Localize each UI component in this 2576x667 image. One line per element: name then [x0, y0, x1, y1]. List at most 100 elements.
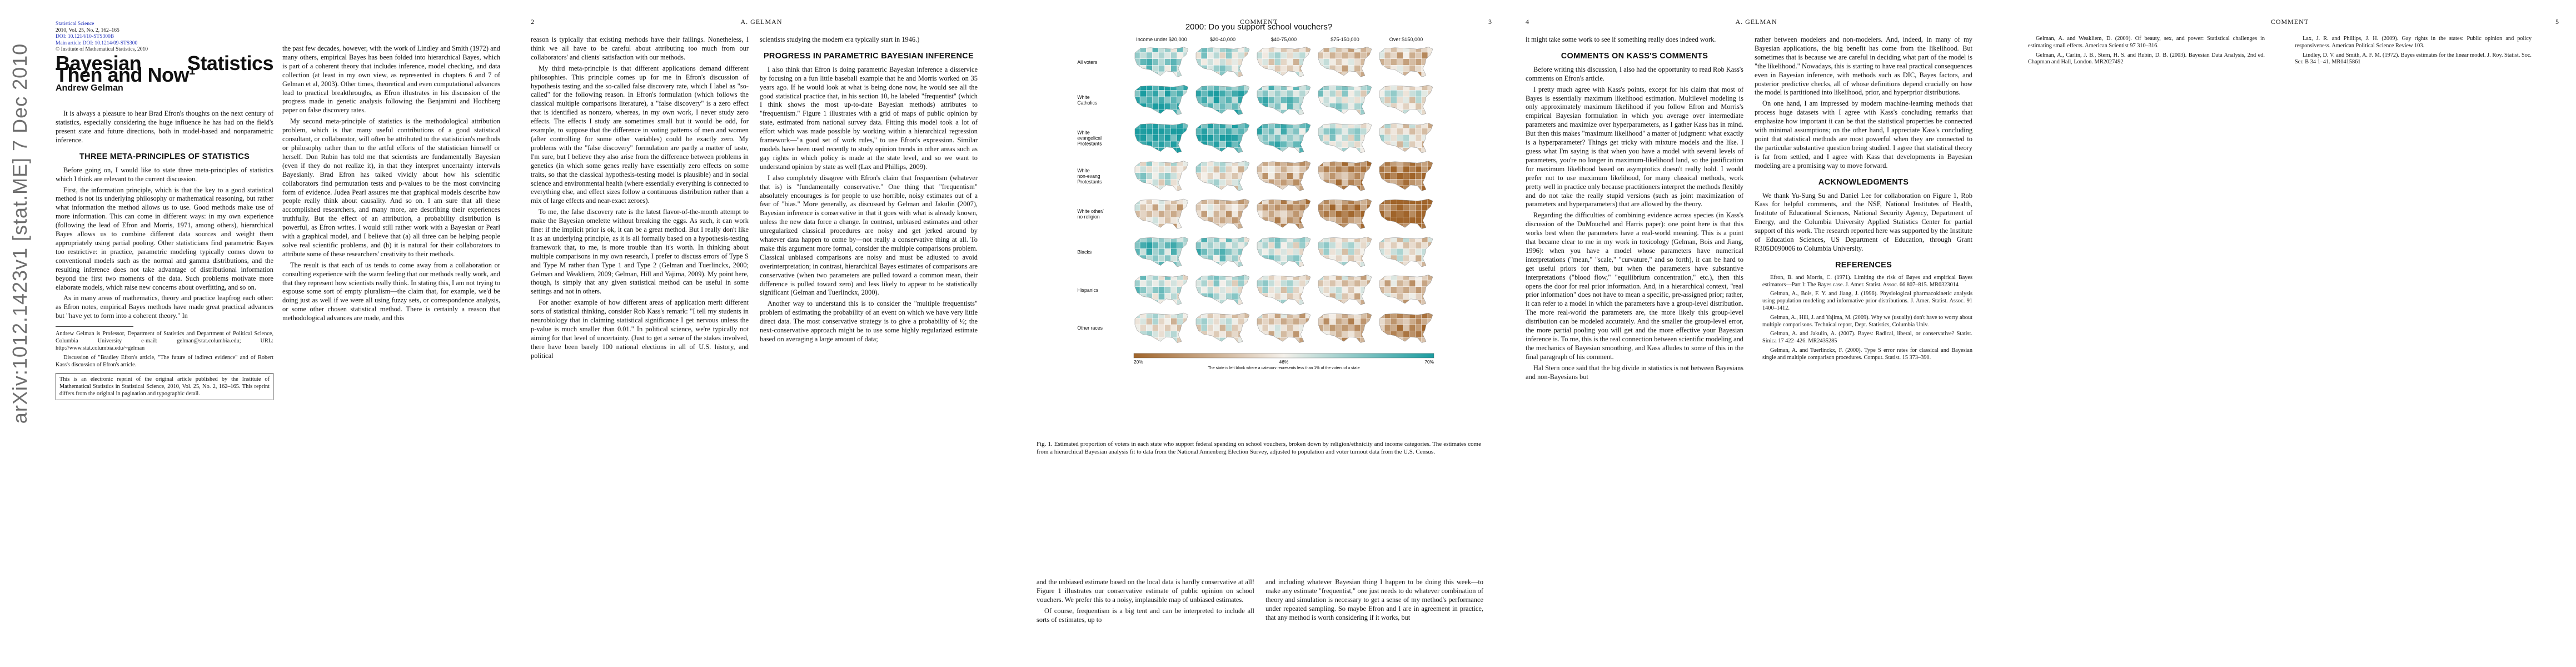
state-map [1257, 123, 1311, 153]
section-heading: ACKNOWLEDGMENTS [1818, 177, 1909, 187]
page-2-left-column: reason is typically that existing method… [531, 36, 749, 363]
state-map [1379, 275, 1433, 305]
state-map [1318, 275, 1372, 305]
state-map [1195, 161, 1250, 191]
state-map [1195, 123, 1250, 153]
state-map [1318, 312, 1372, 343]
section-heading: THREE META-PRINCIPLES OF STATISTICS [79, 152, 250, 161]
row-label: Catholics [1077, 100, 1098, 106]
paragraph: Of course, frequentism is a big tent and… [1037, 606, 1254, 624]
state-map [1318, 84, 1372, 115]
state-map [1134, 84, 1189, 115]
page-1-left-column: Statistical Science 2010, Vol. 25, No. 2… [56, 18, 274, 401]
paragraph: It is always a pleasure to hear Brad Efr… [56, 109, 273, 144]
state-map [1379, 84, 1433, 115]
discussion-footnote: Discussion of "Bradley Efron's article, … [56, 355, 273, 369]
paragraph: For another example of how different are… [531, 298, 749, 360]
state-map [1379, 161, 1433, 191]
state-map [1257, 84, 1311, 115]
paragraph: I pretty much agree with Kass's points, … [1526, 85, 1743, 208]
paragraph: Before writing this discussion, I also h… [1526, 65, 1743, 82]
paragraph: First, the information principle, which … [56, 186, 273, 291]
reference-item: Gelman, A., Carlin, J. B., Stern, H. S. … [2028, 52, 2265, 66]
state-map [1318, 123, 1372, 153]
reference-item: Gelman, A. and Jakulin, A. (2007). Bayes… [1762, 331, 1972, 345]
footnote-rule [56, 326, 133, 327]
paragraph: Another way to understand this is to con… [760, 300, 978, 343]
page-2-right-column: scientists studying the modern era typic… [760, 36, 978, 346]
page-number: 2 [531, 18, 535, 26]
state-map [1195, 84, 1250, 115]
legend-note: The state is left blank where a category… [1208, 366, 1359, 369]
row-label: White [1077, 130, 1090, 136]
paper-title: Bayesian Statistics Then and Now1 [56, 51, 274, 87]
legend-tick: 70% [1424, 359, 1434, 365]
reference-item: Gelman, A. and Tuerlinckx, F. (2000). Ty… [1762, 347, 1972, 361]
meta-line[interactable]: Statistical Science [56, 21, 94, 27]
arxiv-stamp: arXiv:1012.1423v1 [stat.ME] 7 Dec 2010 [8, 43, 31, 424]
state-map [1257, 47, 1311, 77]
paragraph: and including whatever Bayesian thing I … [1265, 578, 1483, 621]
state-map [1257, 161, 1311, 191]
state-map [1379, 198, 1433, 229]
paragraph: it might take some work to see if someth… [1526, 36, 1716, 43]
paragraph: rather between modelers and non-modelers… [1755, 36, 1972, 97]
paragraph: the past few decades, however, with the … [282, 44, 500, 115]
state-map [1134, 237, 1189, 267]
state-map [1318, 237, 1372, 267]
paragraph: My second meta-principle of statistics i… [282, 117, 500, 258]
page-4: 4 A. GELMAN it might take some work to s… [1514, 0, 1998, 667]
state-map [1318, 198, 1372, 229]
state-map [1195, 237, 1250, 267]
reference-item: Gelman, A., Hill, J. and Yajima, M. (200… [1762, 314, 1972, 328]
state-map [1257, 198, 1311, 229]
page-1: Statistical Science 2010, Vol. 25, No. 2… [39, 0, 511, 667]
state-map [1134, 161, 1189, 191]
meta-line: © Institute of Mathematical Statistics, … [56, 47, 148, 52]
paragraph: To me, the false discovery rate is the l… [531, 208, 749, 296]
section-heading: PROGRESS IN PARAMETRIC BAYESIAN INFERENC… [763, 51, 974, 61]
page-number: 5 [2555, 18, 2559, 26]
reference-item: Lax, J. R. and Phillips, J. H. (2009). G… [2295, 36, 2532, 49]
state-map [1257, 275, 1311, 305]
state-map [1195, 47, 1250, 77]
state-map [1257, 312, 1311, 343]
page-number: 4 [1526, 18, 1529, 26]
page-3-right-column: and including whatever Bayesian thing I … [1265, 578, 1483, 625]
row-label: Hispanics [1077, 287, 1099, 293]
meta-line: 2010, Vol. 25, No. 2, 162–165 [56, 27, 119, 33]
state-map [1134, 198, 1189, 229]
reference-item: Efron, B. and Morris, C. (1971). Limitin… [1762, 274, 1972, 288]
meta-line[interactable]: Main article DOI: 10.1214/09-STS300 [56, 40, 138, 46]
row-label: evangelical [1077, 136, 1102, 141]
paragraph: My third meta-principle is that differen… [531, 64, 749, 205]
paragraph: and the unbiased estimate based on the l… [1037, 578, 1254, 604]
paragraph: I also think that Efron is doing paramet… [760, 65, 978, 171]
row-label: Blacks [1077, 250, 1092, 255]
column-header: $20-40,000 [1210, 37, 1235, 42]
row-label: White [1077, 168, 1090, 173]
running-head: COMMENT 5 [2020, 18, 2559, 30]
page-number: 3 [1488, 18, 1492, 26]
legend-tick: 46% [1279, 359, 1289, 365]
column-header: Income under $20,000 [1136, 37, 1187, 42]
page-2: 2 A. GELMAN reason is typically that exi… [520, 0, 1003, 667]
state-map [1379, 312, 1433, 343]
page-4-left-column: it might take some work to see if someth… [1526, 36, 1743, 384]
figure-title: 2000: Do you support school vouchers? [1185, 22, 1333, 32]
running-head: 4 A. GELMAN [1526, 18, 1987, 30]
page-4-right-column: rather between modelers and non-modelers… [1755, 36, 1972, 364]
caption-text: Fig. 1. Estimated proportion of voters i… [1037, 441, 1481, 455]
state-map [1134, 47, 1189, 77]
running-head-title: A. GELMAN [740, 18, 783, 26]
meta-line[interactable]: DOI: 10.1214/10-STS300B [56, 34, 114, 39]
page-5-left-column: Gelman, A. and Weakliem, D. (2009). Of b… [2020, 36, 2265, 68]
column-header: $75-150,000 [1331, 37, 1359, 42]
paper-author: Andrew Gelman [56, 83, 123, 93]
row-label: Other races [1077, 325, 1103, 331]
paragraph: On one hand, I am impressed by modern ma… [1755, 99, 1972, 170]
section-heading: COMMENTS ON KASS'S COMMENTS [1561, 51, 1708, 61]
state-map [1257, 237, 1311, 267]
row-label: White [1077, 94, 1090, 100]
legend-tick: 20% [1134, 359, 1143, 365]
